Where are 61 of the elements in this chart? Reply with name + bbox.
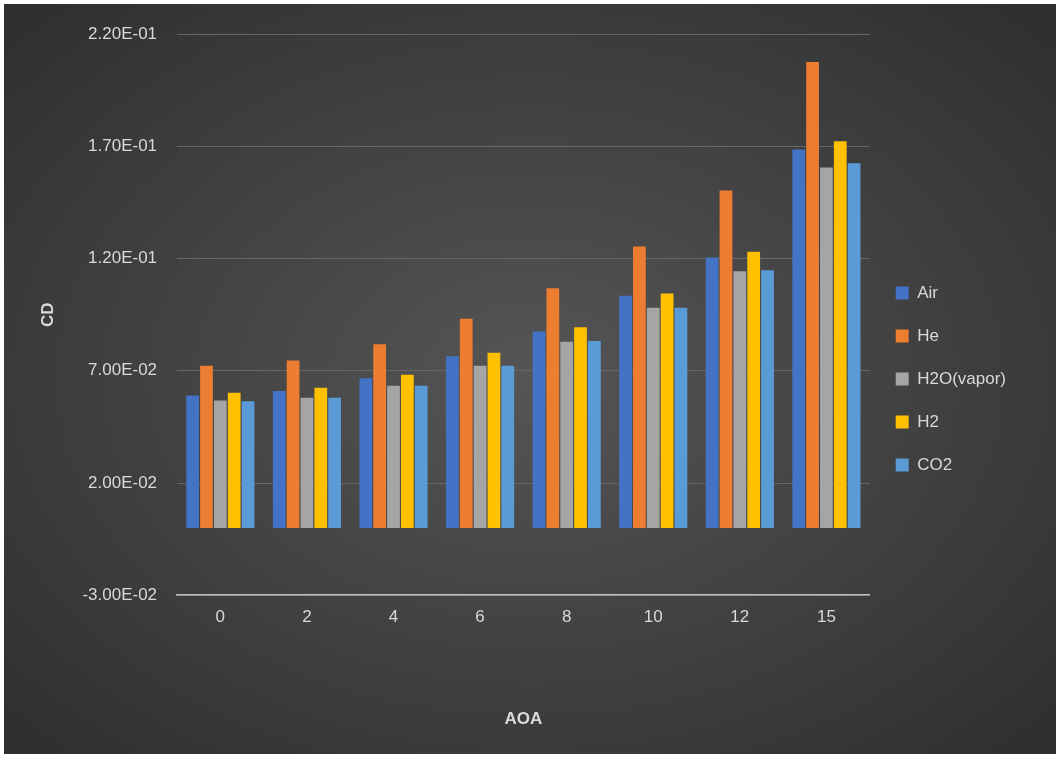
x-tick-label: 2	[302, 607, 312, 627]
bar	[227, 392, 241, 528]
bar	[473, 365, 487, 528]
bar	[574, 327, 587, 528]
bar	[806, 62, 819, 528]
bar	[719, 190, 733, 528]
bar	[705, 257, 719, 528]
x-tick-label: 15	[816, 607, 836, 627]
bar	[272, 391, 286, 528]
bar	[359, 378, 373, 528]
bar	[186, 395, 200, 528]
x-tick-label: 12	[730, 607, 750, 627]
bar	[501, 365, 515, 528]
bar	[300, 397, 314, 528]
bar	[833, 141, 847, 528]
bar	[660, 293, 674, 528]
bar	[847, 163, 861, 528]
bar	[674, 307, 688, 528]
x-tick-label: 8	[561, 607, 572, 627]
bar	[314, 387, 328, 528]
x-tick-label: 0	[215, 607, 226, 627]
bar	[387, 385, 400, 528]
y-tick-label: 7.00E-02	[88, 360, 158, 380]
bar	[487, 352, 501, 528]
bar	[619, 295, 632, 528]
legend-label: Air	[917, 282, 939, 302]
bar	[532, 331, 546, 528]
x-tick-label: 4	[388, 607, 399, 627]
bar	[446, 356, 459, 528]
bar	[328, 397, 342, 528]
bar	[213, 400, 227, 528]
y-tick-label: 1.20E-01	[88, 248, 158, 268]
bar	[414, 385, 428, 528]
bar	[646, 307, 660, 528]
y-tick-label: 2.20E-01	[88, 23, 158, 43]
bar	[733, 271, 747, 528]
legend-label: H2O(vapor)	[917, 368, 1007, 388]
bar	[400, 374, 414, 528]
bar	[286, 360, 300, 528]
y-tick-label: 2.00E-02	[88, 472, 158, 492]
bar	[241, 401, 255, 528]
bar	[200, 365, 213, 528]
legend-label: He	[917, 325, 939, 345]
y-tick-label: 1.70E-01	[88, 136, 158, 156]
bar	[546, 288, 560, 528]
x-tick-label: 10	[643, 607, 663, 627]
legend-label: H2	[917, 411, 939, 431]
bar	[459, 318, 473, 528]
bar	[820, 167, 833, 528]
bar	[792, 149, 806, 528]
bar	[560, 341, 574, 528]
bar	[747, 251, 761, 528]
x-tick-label: 6	[475, 607, 485, 627]
x-axis-title: AOA	[504, 709, 543, 729]
bar	[633, 246, 646, 528]
y-axis-title: CD	[37, 302, 57, 327]
bar	[761, 270, 774, 528]
bar	[588, 340, 601, 528]
y-tick-label: -3.00E-02	[82, 584, 158, 604]
legend-label: CO2	[917, 454, 953, 474]
bar	[373, 344, 387, 528]
